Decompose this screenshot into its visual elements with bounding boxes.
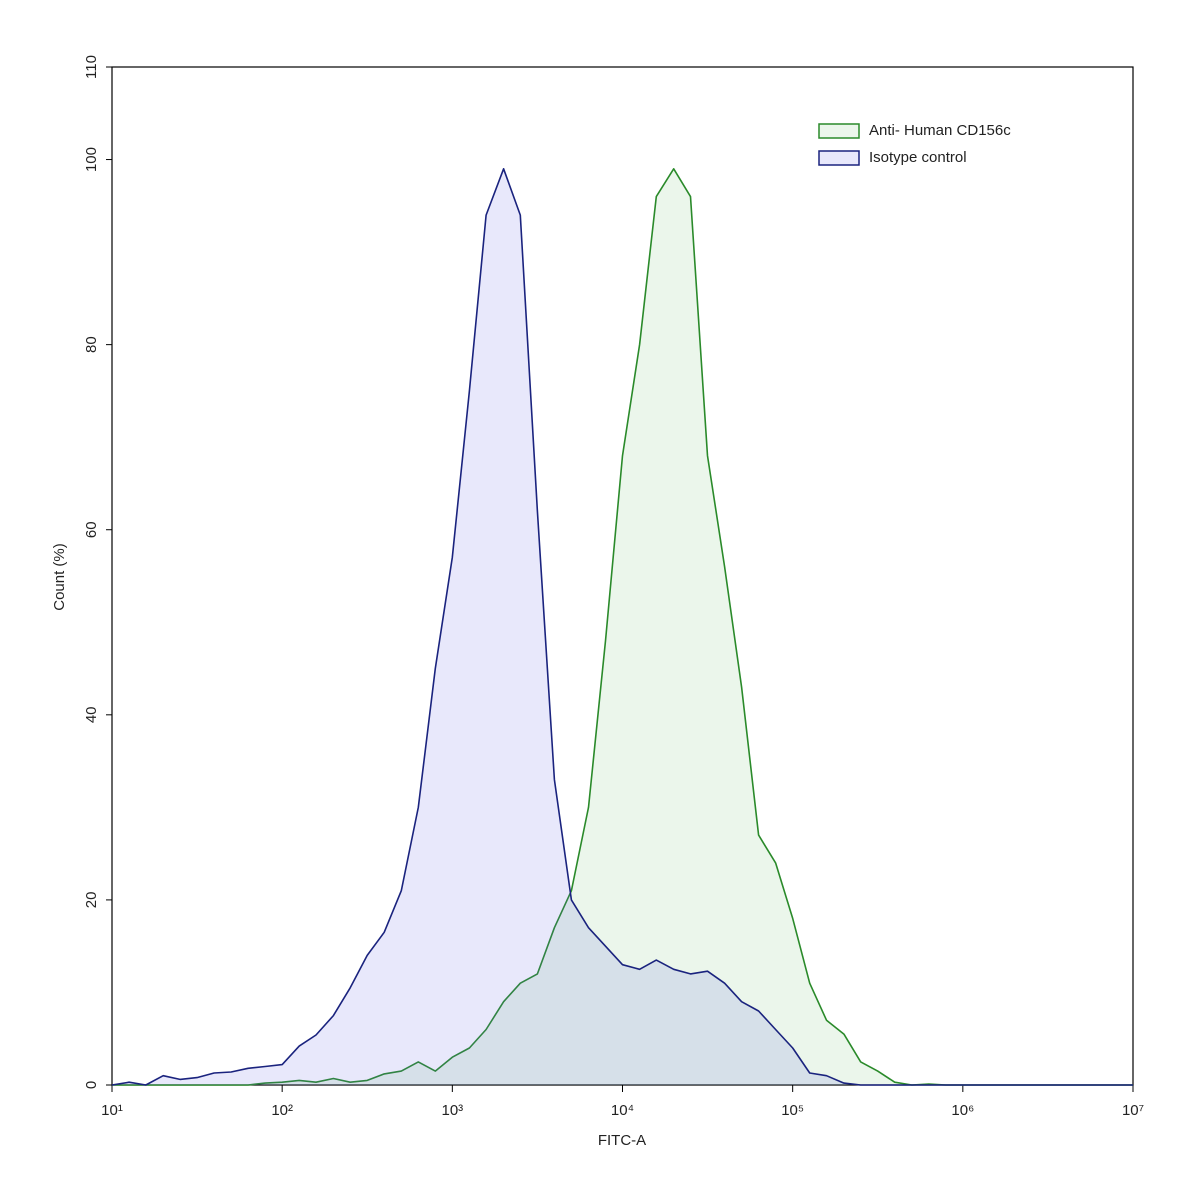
y-tick-label: 80	[83, 336, 100, 353]
x-tick-label: 10¹	[101, 1102, 123, 1119]
area-line	[111, 168, 1133, 1086]
y-tick-label: 0	[83, 1081, 100, 1089]
x-tick-label: 10⁶	[951, 1102, 974, 1119]
x-tick-label: 10⁵	[781, 1102, 804, 1119]
x-axis-label: FITC-A	[598, 1132, 646, 1149]
area-fill	[112, 168, 1133, 1086]
y-tick-label: 110	[83, 55, 100, 79]
legend-label: Isotype control	[869, 149, 967, 166]
x-tick-label: 10⁴	[611, 1102, 634, 1119]
x-tick-label: 10²	[271, 1102, 293, 1119]
y-tick-label: 60	[83, 521, 100, 538]
x-tick-label: 10³	[441, 1102, 463, 1119]
y-tick-label: 40	[83, 706, 100, 723]
legend-swatch	[818, 150, 860, 166]
x-tick-label: 10⁷	[1122, 1102, 1144, 1119]
y-tick-label: 100	[83, 147, 100, 172]
legend-label: Anti- Human CD156c	[869, 122, 1011, 139]
y-axis-label: Count (%)	[51, 543, 68, 611]
y-tick-label: 20	[83, 892, 100, 909]
legend-swatch	[818, 123, 860, 139]
